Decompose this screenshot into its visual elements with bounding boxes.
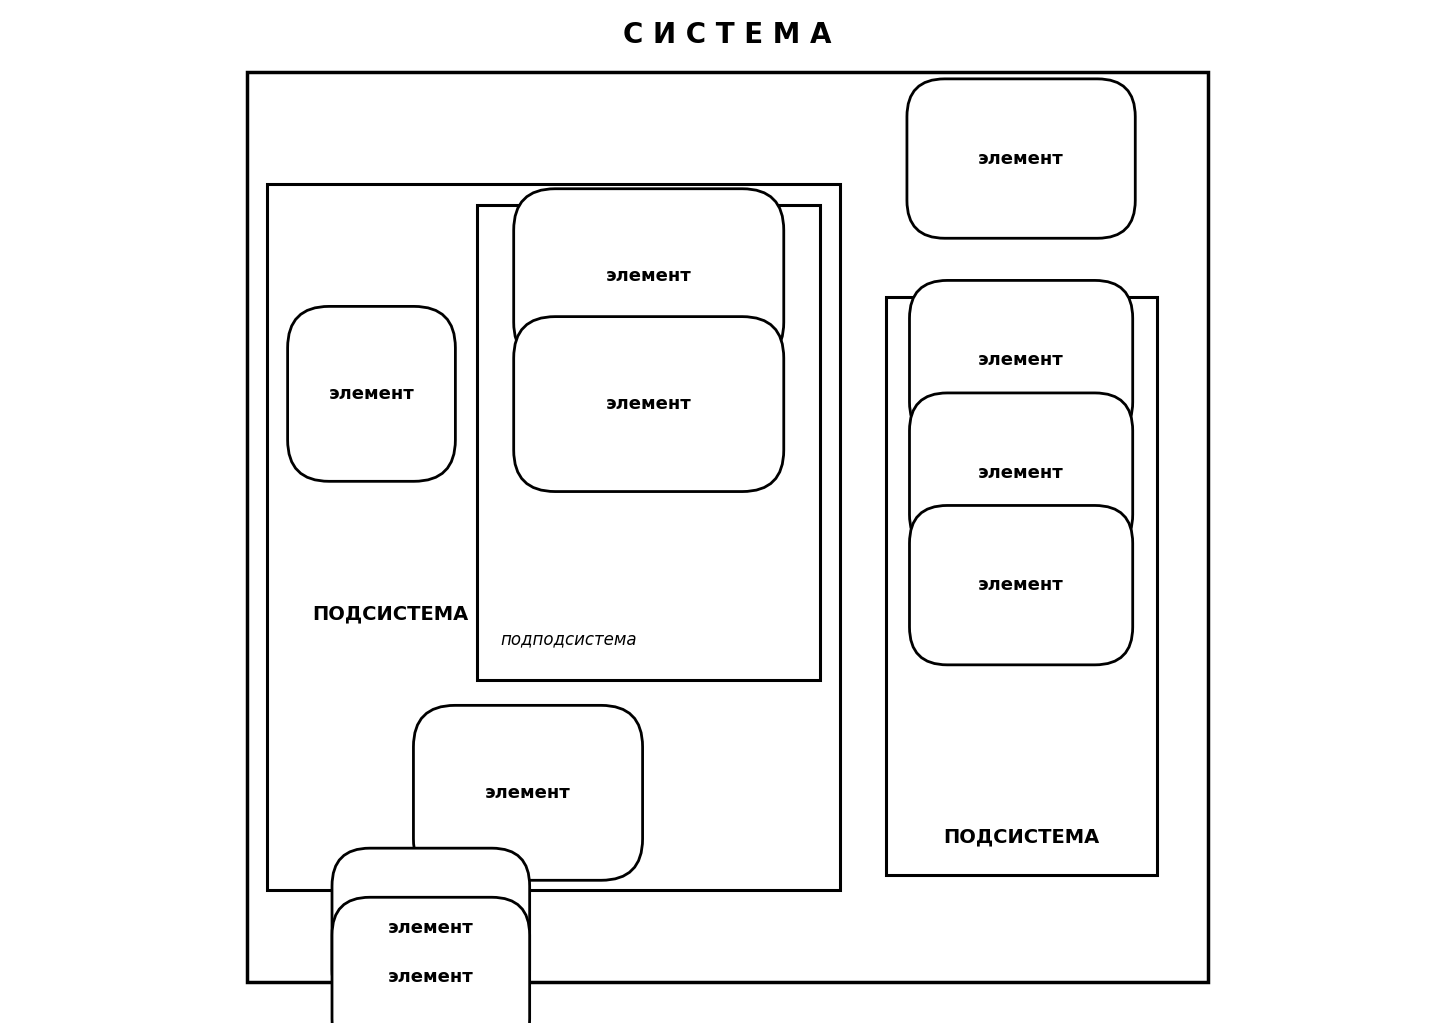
Text: С И С Т Е М А: С И С Т Е М А [623, 20, 832, 49]
Bar [247, 72, 1208, 982]
Text: элемент: элемент [978, 576, 1064, 594]
Text: элемент: элемент [485, 784, 570, 802]
Text: элемент: элемент [605, 267, 691, 285]
Text: элемент: элемент [388, 919, 474, 937]
Bar [886, 297, 1157, 875]
Text: элемент: элемент [329, 385, 415, 403]
FancyBboxPatch shape [288, 307, 455, 482]
FancyBboxPatch shape [332, 897, 530, 1023]
Text: элемент: элемент [605, 395, 691, 413]
Text: ПОДСИСТЕМА: ПОДСИСТЕМА [311, 605, 469, 623]
Text: элемент: элемент [388, 968, 474, 986]
Text: элемент: элемент [978, 463, 1064, 482]
Text: ПОДСИСТЕМА: ПОДСИСТЕМА [943, 828, 1099, 846]
Text: элемент: элемент [978, 351, 1064, 369]
FancyBboxPatch shape [413, 706, 643, 880]
FancyBboxPatch shape [332, 848, 530, 1008]
FancyBboxPatch shape [906, 79, 1135, 238]
Bar [477, 205, 819, 680]
Text: подподсистема: подподсистема [501, 630, 637, 649]
Text: элемент: элемент [978, 149, 1064, 168]
FancyBboxPatch shape [909, 505, 1132, 665]
Bar [268, 184, 840, 890]
FancyBboxPatch shape [909, 280, 1132, 440]
FancyBboxPatch shape [909, 393, 1132, 552]
FancyBboxPatch shape [514, 317, 784, 492]
FancyBboxPatch shape [514, 189, 784, 364]
